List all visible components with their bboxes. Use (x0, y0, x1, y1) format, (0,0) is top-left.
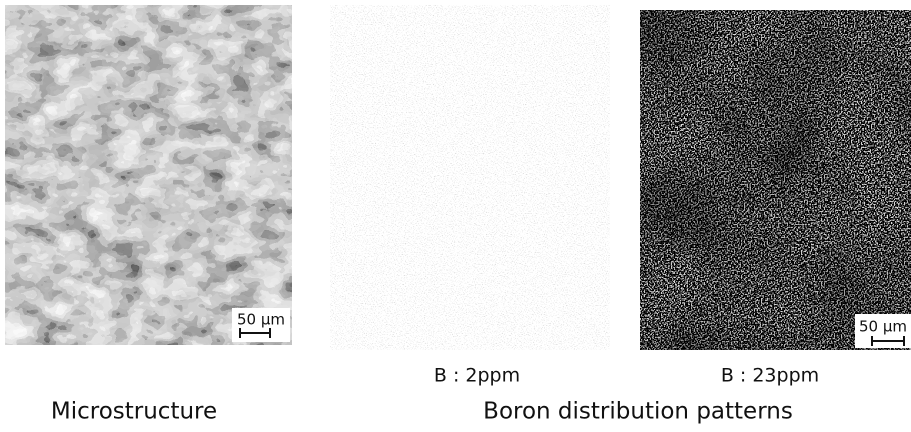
micrograph-boron-23ppm (640, 10, 911, 350)
caption: Boron distribution patterns (483, 399, 793, 425)
panel-label: B : 23ppm (721, 365, 819, 387)
micrograph-microstructure (5, 5, 292, 345)
panel-label: B : 2ppm (434, 365, 520, 387)
scale-bar-label: 50 μm (859, 318, 907, 336)
scale-bar (239, 328, 271, 338)
scale-bar-label: 50 μm (237, 311, 285, 329)
micrograph-boron-2ppm (330, 5, 610, 350)
scale-bar-bg (232, 308, 290, 342)
scale-bar-bg (855, 314, 911, 348)
scale-bar (871, 336, 905, 346)
caption: Microstructure (51, 399, 217, 425)
